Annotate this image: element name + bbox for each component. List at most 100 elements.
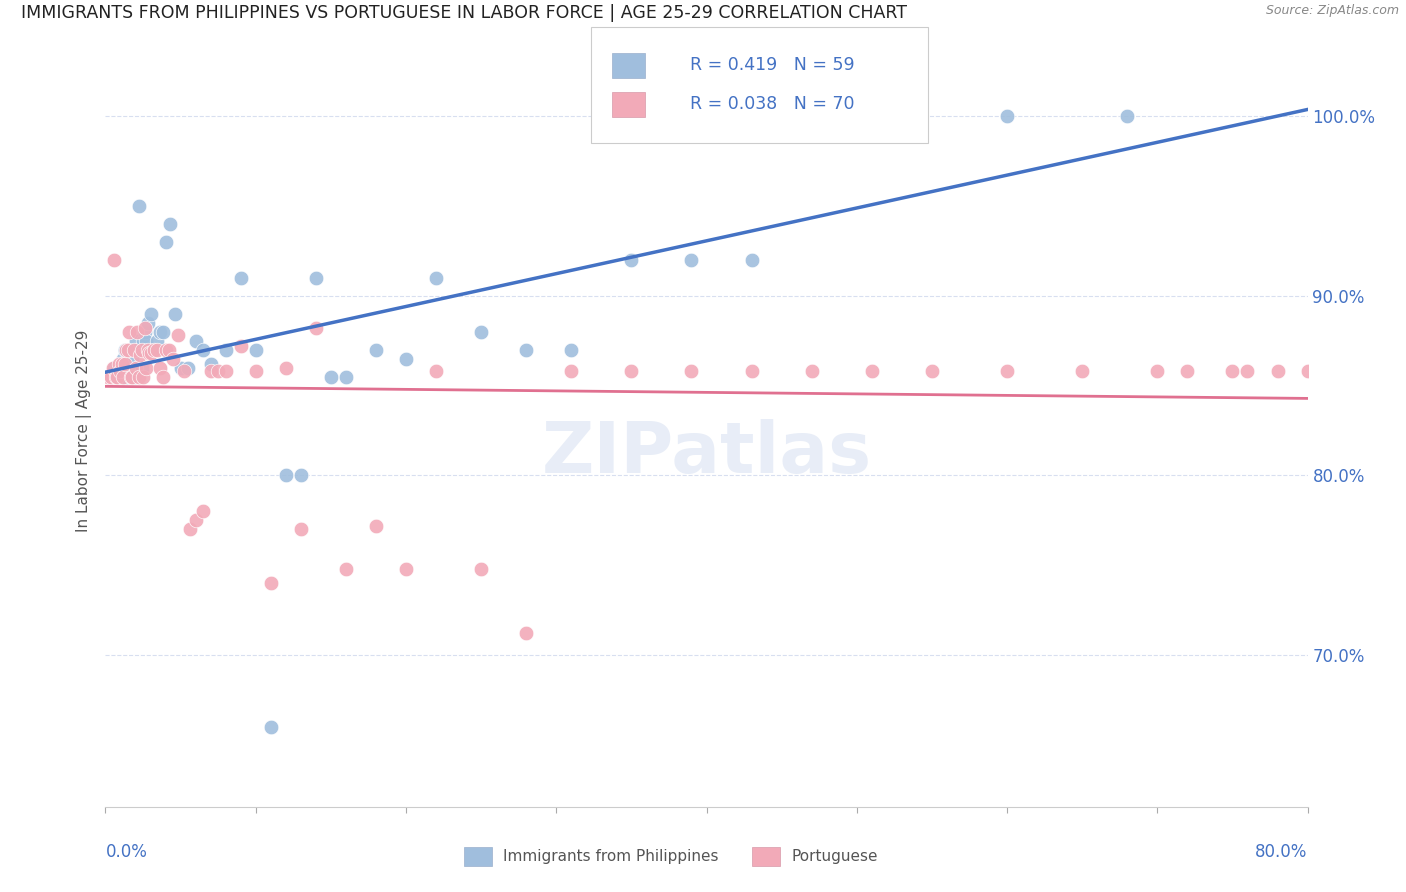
Point [200, 364, 222, 378]
Point [121, 369, 143, 384]
Point [107, 369, 129, 384]
Point [129, 348, 152, 362]
Point [1267, 364, 1289, 378]
Point [364, 518, 387, 533]
Text: 80.0%: 80.0% [1256, 843, 1308, 861]
Point [110, 364, 132, 378]
Point [145, 343, 167, 357]
Point [111, 369, 134, 384]
Point [108, 369, 131, 384]
Text: Immigrants from Philippines: Immigrants from Philippines [503, 849, 718, 863]
Point [245, 343, 267, 357]
Point [142, 343, 165, 357]
Point [800, 364, 823, 378]
Point [122, 343, 145, 357]
Point [191, 343, 214, 357]
Text: R = 0.419   N = 59: R = 0.419 N = 59 [690, 56, 855, 74]
Text: Source: ZipAtlas.com: Source: ZipAtlas.com [1265, 4, 1399, 18]
Point [120, 360, 142, 375]
Point [260, 576, 283, 591]
Text: IMMIGRANTS FROM PHILIPPINES VS PORTUGUESE IN LABOR FORCE | AGE 25-29 CORRELATION: IMMIGRANTS FROM PHILIPPINES VS PORTUGUES… [21, 4, 907, 22]
Point [166, 328, 188, 343]
Point [274, 468, 297, 483]
Point [335, 561, 357, 575]
Y-axis label: In Labor Force | Age 25-29: In Labor Force | Age 25-29 [76, 329, 93, 532]
Point [620, 364, 643, 378]
Text: Portuguese: Portuguese [792, 849, 879, 863]
Point [191, 504, 214, 518]
Point [890, 109, 912, 123]
Point [184, 334, 207, 348]
Point [103, 252, 125, 267]
Point [1222, 364, 1244, 378]
Point [229, 339, 252, 353]
Point [1296, 364, 1319, 378]
Point [229, 270, 252, 285]
Point [157, 343, 180, 357]
Point [135, 334, 157, 348]
Point [97, 369, 120, 384]
Point [860, 364, 883, 378]
Point [1236, 364, 1258, 378]
Point [104, 369, 127, 384]
Point [125, 325, 148, 339]
Point [305, 270, 328, 285]
Point [1146, 364, 1168, 378]
Point [395, 561, 418, 575]
Point [115, 369, 138, 384]
Point [741, 364, 763, 378]
Point [135, 360, 157, 375]
Point [995, 364, 1018, 378]
Point [124, 360, 146, 375]
Point [121, 351, 143, 366]
Point [125, 343, 148, 357]
Point [163, 307, 186, 321]
Point [207, 364, 229, 378]
Point [995, 109, 1018, 123]
Point [131, 360, 153, 375]
Point [177, 360, 200, 375]
Point [179, 522, 201, 536]
Point [245, 364, 267, 378]
Point [132, 334, 155, 348]
Point [114, 357, 136, 371]
Point [110, 360, 132, 375]
Point [425, 270, 447, 285]
Point [200, 357, 222, 371]
Point [335, 369, 357, 384]
Point [305, 321, 328, 335]
Point [681, 252, 703, 267]
Point [114, 343, 136, 357]
Point [139, 346, 162, 360]
Point [101, 369, 124, 384]
Text: 0.0%: 0.0% [105, 843, 148, 861]
Point [117, 360, 139, 375]
Point [107, 360, 129, 375]
Point [515, 343, 537, 357]
Point [111, 357, 134, 371]
Point [142, 343, 165, 357]
Point [128, 369, 150, 384]
Point [184, 513, 207, 527]
Point [145, 334, 167, 348]
Point [169, 360, 191, 375]
Point [152, 369, 174, 384]
Point [214, 364, 236, 378]
Point [134, 321, 156, 335]
Point [560, 364, 582, 378]
Point [155, 343, 177, 357]
Point [98, 369, 121, 384]
Point [260, 719, 283, 733]
Point [117, 343, 139, 357]
Point [159, 217, 181, 231]
Point [131, 343, 153, 357]
Point [470, 325, 492, 339]
Point [124, 334, 146, 348]
Point [138, 346, 160, 360]
Point [560, 343, 582, 357]
Point [395, 351, 418, 366]
Point [364, 343, 387, 357]
Point [122, 369, 145, 384]
Point [162, 351, 184, 366]
Point [118, 325, 141, 339]
